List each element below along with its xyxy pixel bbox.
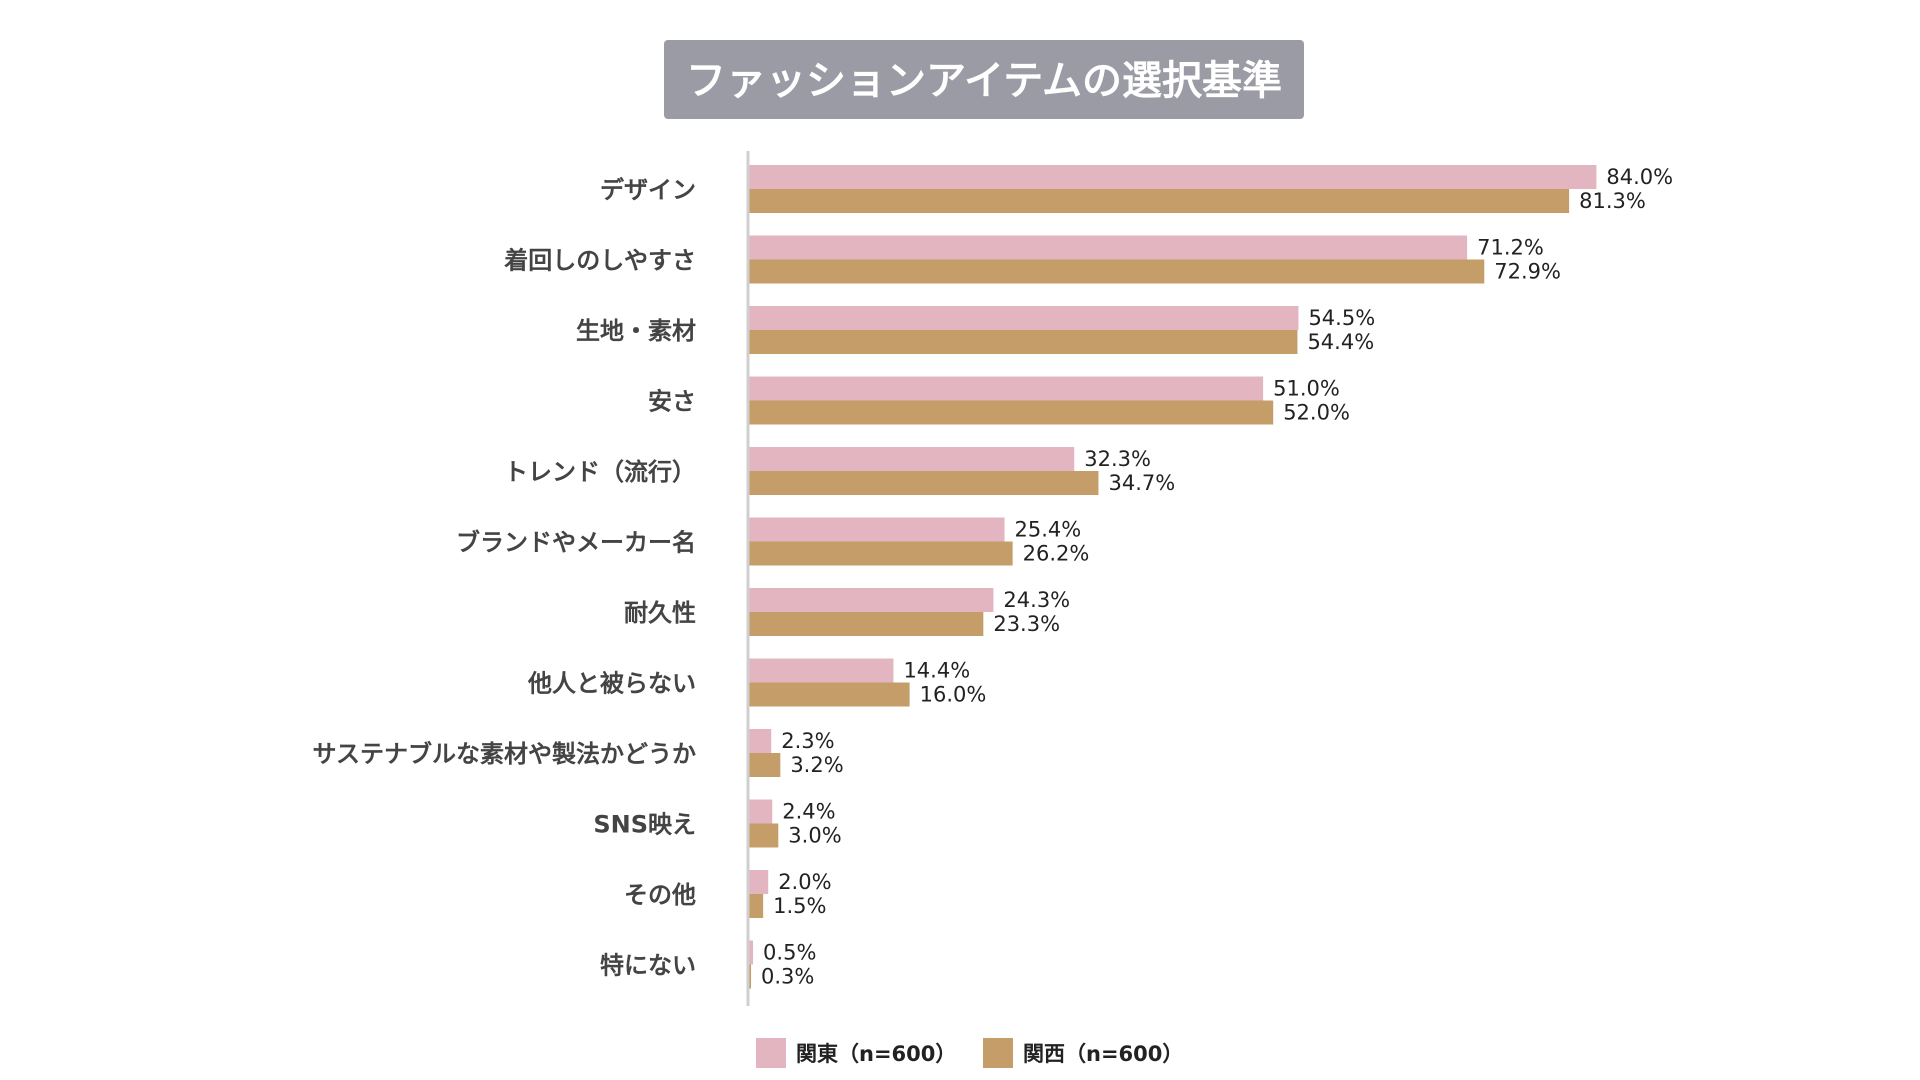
bar-series-2 [748, 894, 764, 918]
data-label: 81.3% [1579, 189, 1646, 213]
category-label: ブランドやメーカー名 [456, 529, 696, 557]
category-label: 特にない [600, 952, 696, 980]
data-label: 24.3% [1003, 588, 1070, 612]
data-label: 54.4% [1307, 330, 1374, 354]
data-label: 26.2% [1023, 542, 1090, 566]
data-label: 14.4% [903, 659, 970, 683]
bar-series-1 [748, 447, 1075, 471]
chart-title: ファッションアイテムの選択基準 [664, 40, 1304, 119]
category-label: サステナブルな素材や製法かどうか [312, 740, 696, 768]
bar-series-1 [748, 799, 773, 824]
category-label: SNS映え [593, 811, 696, 839]
bar-series-1 [748, 235, 1468, 260]
data-label: 3.2% [790, 753, 843, 777]
chart-title-text: ファッションアイテムの選択基準 [686, 58, 1282, 104]
bar-series-1 [748, 729, 772, 753]
category-label: トレンド（流行） [504, 458, 696, 486]
bar-series-2 [748, 541, 1013, 566]
bar-series-1 [748, 870, 769, 894]
bar-series-1 [748, 165, 1597, 189]
data-label: 0.3% [761, 965, 814, 989]
bar-series-2 [748, 612, 984, 636]
data-label: 84.0% [1606, 165, 1673, 189]
bar-series-2 [748, 189, 1570, 213]
legend-swatch-series-1 [756, 1038, 786, 1068]
category-label: 着回しのしやすさ [504, 247, 696, 275]
chart-title-background [664, 40, 1304, 119]
data-label: 72.9% [1494, 260, 1561, 284]
bar-series-2 [748, 471, 1099, 495]
bar-series-1 [748, 376, 1264, 401]
bar-series-2 [748, 823, 779, 848]
bar-series-1 [748, 658, 894, 683]
bar-series-1 [748, 517, 1005, 542]
bar-series-1 [748, 940, 754, 965]
data-label: 32.3% [1084, 447, 1151, 471]
legend: 関東（n=600） 関西（n=600） [756, 1038, 1183, 1068]
data-label: 25.4% [1015, 518, 1082, 542]
bar-series-2 [748, 400, 1274, 425]
bar-series-2 [748, 964, 752, 989]
data-label: 34.7% [1108, 471, 1175, 495]
legend-swatch-series-2 [983, 1038, 1013, 1068]
data-label: 0.5% [763, 941, 816, 965]
legend-label-series-1: 関東（n=600） [796, 1042, 956, 1066]
bar-series-2 [748, 259, 1485, 284]
bar-series-1 [748, 306, 1299, 330]
legend-label-series-2: 関西（n=600） [1023, 1042, 1183, 1066]
data-label: 23.3% [993, 612, 1060, 636]
category-label: 耐久性 [624, 599, 696, 627]
data-label: 2.3% [781, 729, 834, 753]
data-label: 54.5% [1308, 306, 1375, 330]
data-label: 71.2% [1477, 236, 1544, 260]
category-label: その他 [624, 881, 696, 909]
data-label: 3.0% [788, 824, 841, 848]
data-label: 2.4% [782, 800, 835, 824]
bar-series-2 [748, 682, 910, 707]
category-label: 生地・素材 [576, 317, 696, 345]
category-label: デザイン [600, 176, 696, 204]
data-label: 52.0% [1283, 401, 1350, 425]
data-label: 16.0% [920, 683, 987, 707]
data-label: 2.0% [778, 870, 831, 894]
data-label: 1.5% [773, 894, 826, 918]
bar-series-2 [748, 753, 781, 777]
bar-series-2 [748, 330, 1298, 354]
data-label: 51.0% [1273, 377, 1340, 401]
category-label: 安さ [648, 388, 696, 416]
bars [748, 165, 1597, 989]
value-labels: 84.0%81.3% 71.2%72.9% 54.5%54.4% 51.0%52.0%… [761, 165, 1673, 989]
category-label: 他人と被らない [527, 670, 696, 698]
bar-series-1 [748, 588, 994, 612]
